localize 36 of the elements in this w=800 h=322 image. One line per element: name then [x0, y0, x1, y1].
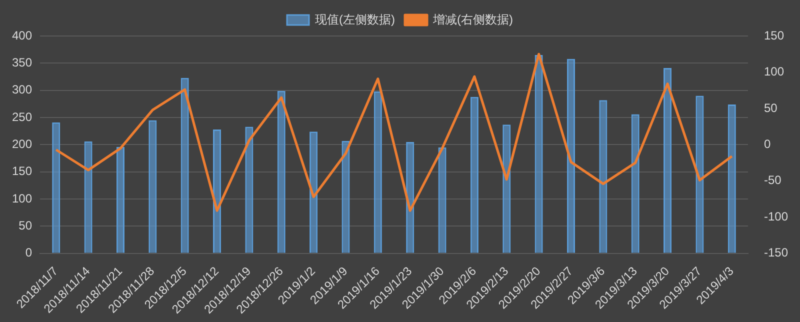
- bar: [277, 90, 286, 253]
- y2-tick-label: 50: [764, 100, 778, 115]
- bar: [664, 68, 672, 253]
- y2-tick-label: 100: [764, 64, 784, 79]
- y-tick-label: 50: [18, 218, 32, 232]
- bar: [374, 91, 382, 253]
- bar: [438, 147, 446, 253]
- y2-tick-label: -150: [764, 246, 788, 260]
- legend-label: 增减(右侧数据): [432, 12, 513, 26]
- y-tick-label: 0: [25, 246, 32, 260]
- bar: [148, 120, 157, 253]
- y2-tick-label: 150: [764, 28, 784, 42]
- bar: [84, 141, 92, 253]
- bar: [470, 96, 478, 253]
- y2-tick-label: 0: [764, 136, 771, 151]
- y-tick-label: 350: [12, 55, 32, 70]
- y-tick-label: 300: [12, 82, 32, 97]
- y-tick-label: 200: [12, 136, 32, 151]
- y-tick-label: 100: [12, 191, 32, 206]
- y-tick-label: 150: [12, 164, 32, 178]
- bar: [245, 126, 254, 253]
- bar: [728, 104, 736, 253]
- bar: [180, 78, 189, 253]
- bar: [342, 140, 350, 253]
- bar: [599, 100, 608, 253]
- y2-tick-label: -100: [764, 209, 788, 224]
- bar: [631, 114, 640, 253]
- bar: [696, 96, 704, 253]
- bar: [566, 58, 576, 253]
- y-tick-label: 400: [12, 28, 32, 42]
- y2-tick-label: -50: [764, 173, 782, 188]
- bar: [534, 55, 543, 253]
- bar: [52, 122, 60, 253]
- bar: [116, 146, 124, 253]
- y-tick-label: 250: [12, 110, 32, 124]
- legend-label: 现值(左侧数据): [315, 12, 396, 26]
